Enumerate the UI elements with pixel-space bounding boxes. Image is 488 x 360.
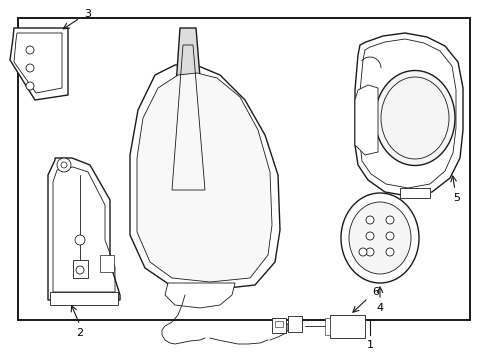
Polygon shape xyxy=(354,85,377,155)
Polygon shape xyxy=(10,28,68,100)
Circle shape xyxy=(358,248,366,256)
Circle shape xyxy=(365,248,373,256)
Polygon shape xyxy=(325,318,329,335)
Circle shape xyxy=(385,248,393,256)
Ellipse shape xyxy=(348,202,410,274)
Text: 2: 2 xyxy=(76,328,83,338)
Ellipse shape xyxy=(340,193,418,283)
Circle shape xyxy=(76,266,84,274)
Polygon shape xyxy=(329,315,364,338)
Text: 5: 5 xyxy=(452,193,460,203)
Polygon shape xyxy=(271,318,285,333)
Polygon shape xyxy=(50,292,118,305)
Polygon shape xyxy=(287,316,302,332)
Bar xyxy=(18,18,469,320)
Polygon shape xyxy=(168,28,209,200)
Polygon shape xyxy=(73,260,88,278)
Circle shape xyxy=(385,216,393,224)
Circle shape xyxy=(75,235,85,245)
Polygon shape xyxy=(130,65,280,290)
Text: 6: 6 xyxy=(372,287,379,297)
Polygon shape xyxy=(48,158,120,300)
Polygon shape xyxy=(399,188,429,198)
Polygon shape xyxy=(164,283,235,308)
Polygon shape xyxy=(354,33,462,196)
Circle shape xyxy=(26,64,34,72)
Circle shape xyxy=(61,162,67,168)
Circle shape xyxy=(365,232,373,240)
Text: 1: 1 xyxy=(366,340,373,350)
Polygon shape xyxy=(100,255,114,272)
Polygon shape xyxy=(137,73,271,282)
Text: 3: 3 xyxy=(84,9,91,19)
Polygon shape xyxy=(274,321,283,327)
Circle shape xyxy=(365,216,373,224)
Ellipse shape xyxy=(380,77,448,159)
Circle shape xyxy=(26,46,34,54)
Ellipse shape xyxy=(374,71,454,166)
Circle shape xyxy=(26,82,34,90)
Circle shape xyxy=(385,232,393,240)
Circle shape xyxy=(57,158,71,172)
Text: 4: 4 xyxy=(376,303,383,313)
